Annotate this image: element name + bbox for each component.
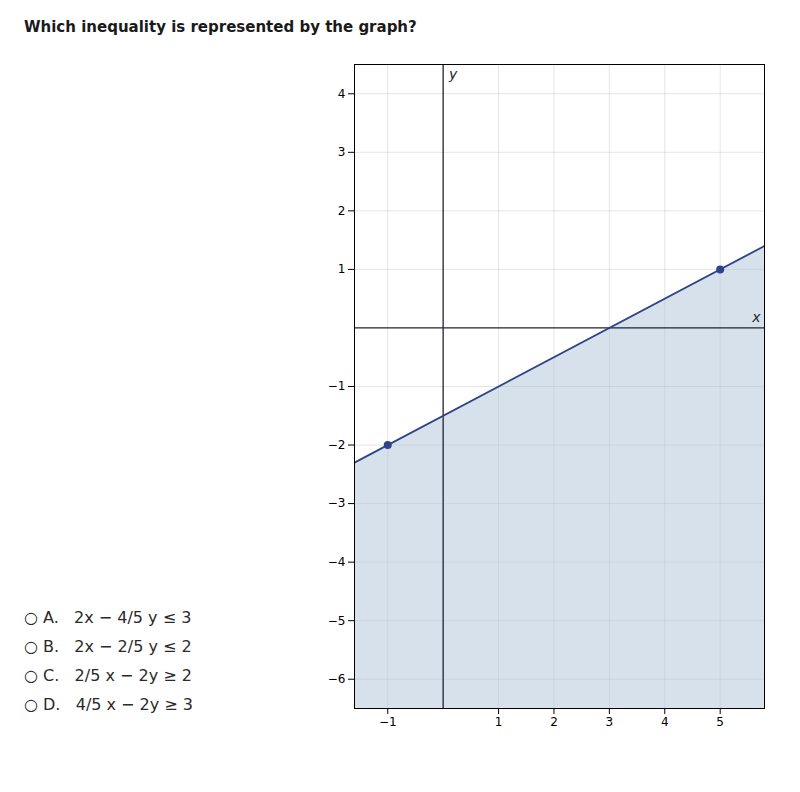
html-text:○ D. 4/5 x − 2y ≥ 3: ○ D. 4/5 x − 2y ≥ 3 [24, 695, 193, 714]
svg-text:4: 4 [661, 715, 669, 729]
svg-text:4: 4 [338, 87, 346, 101]
svg-text:−1: −1 [379, 715, 397, 729]
svg-text:1: 1 [495, 715, 503, 729]
svg-text:2: 2 [550, 715, 558, 729]
svg-text:2: 2 [338, 204, 346, 218]
svg-text:−5: −5 [328, 614, 346, 628]
svg-text:1: 1 [338, 262, 346, 276]
svg-text:−3: −3 [328, 496, 346, 510]
svg-text:3: 3 [338, 145, 346, 159]
svg-text:−6: −6 [328, 672, 346, 686]
svg-text:x: x [751, 309, 761, 325]
svg-text:−2: −2 [328, 438, 346, 452]
svg-text:y: y [448, 66, 458, 82]
svg-text:3: 3 [606, 715, 614, 729]
svg-text:−1: −1 [328, 379, 346, 393]
svg-text:−4: −4 [328, 555, 346, 569]
html-text:○ C. 2/5 x − 2y ≥ 2: ○ C. 2/5 x − 2y ≥ 2 [24, 666, 192, 685]
html-text:Which inequality is represente: Which inequality is represented by the g… [24, 18, 417, 36]
html-text:○ B. 2x − 2/5 y ≤ 2: ○ B. 2x − 2/5 y ≤ 2 [24, 637, 192, 656]
html-text:○ A. 2x − 4/5 y ≤ 3: ○ A. 2x − 4/5 y ≤ 3 [24, 608, 192, 627]
svg-text:5: 5 [716, 715, 724, 729]
